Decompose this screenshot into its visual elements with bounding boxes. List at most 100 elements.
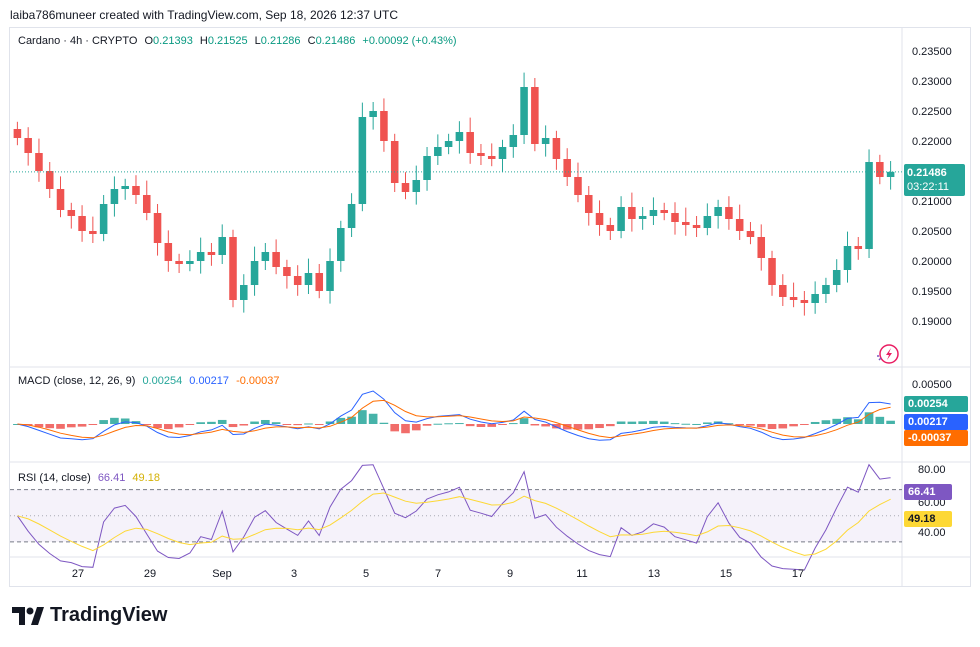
rsi-title[interactable]: RSI (14, close) bbox=[18, 472, 91, 484]
candle-body bbox=[779, 285, 787, 297]
macd-histogram-bar bbox=[347, 416, 356, 424]
candle-body bbox=[401, 183, 410, 192]
macd-histogram-bar bbox=[616, 421, 626, 424]
macd-hist-tag: 0.00254 bbox=[904, 396, 968, 412]
macd-histogram-bar bbox=[552, 424, 561, 429]
candle-body bbox=[121, 186, 129, 189]
candle-body bbox=[563, 159, 571, 177]
macd-title[interactable]: MACD (close, 12, 26, 9) bbox=[18, 375, 136, 387]
symbol-name[interactable]: Cardano · 4h · CRYPTO bbox=[18, 35, 138, 47]
macd-histogram-bar bbox=[66, 424, 76, 428]
candle-body bbox=[487, 156, 496, 159]
candle-body bbox=[412, 180, 421, 192]
candle-body bbox=[380, 111, 388, 141]
macd-histogram-bar bbox=[239, 424, 249, 426]
macd-histogram-bar bbox=[864, 412, 874, 424]
candle-body bbox=[671, 213, 679, 222]
macd-histogram-bar bbox=[498, 424, 507, 425]
macd-histogram-bar bbox=[638, 421, 647, 424]
candle-body bbox=[606, 225, 615, 231]
tradingview-logo[interactable]: TradingView bbox=[12, 604, 167, 627]
macd-histogram-bar bbox=[670, 423, 680, 425]
macd-histogram-bar bbox=[746, 424, 755, 426]
macd-histogram-bar bbox=[843, 417, 852, 424]
candle-body bbox=[229, 237, 237, 300]
macd-histogram-bar bbox=[573, 424, 583, 430]
close-label: C bbox=[307, 35, 316, 47]
chart-frame bbox=[9, 27, 971, 587]
rsi-ma-value: 49.18 bbox=[132, 472, 160, 484]
candle-body bbox=[649, 210, 658, 216]
price-axis-tick: 0.23500 bbox=[912, 46, 952, 58]
macd-histogram-bar bbox=[455, 423, 464, 425]
candle-body bbox=[283, 267, 291, 276]
macd-histogram-bar bbox=[703, 422, 712, 424]
macd-histogram-bar bbox=[411, 424, 421, 431]
macd-histogram-bar bbox=[368, 413, 378, 424]
candle-body bbox=[757, 237, 766, 258]
rsi-axis-60: 60.00 bbox=[918, 497, 946, 509]
candle-body bbox=[89, 231, 97, 234]
time-axis-tick: 15 bbox=[720, 568, 732, 580]
candle-body bbox=[261, 252, 270, 261]
candle-body bbox=[692, 225, 701, 228]
macd-histogram-bar bbox=[800, 424, 809, 425]
high-value: 0.21525 bbox=[207, 35, 248, 47]
macd-histogram-bar bbox=[304, 423, 313, 425]
rsi-ma-line bbox=[17, 492, 891, 556]
candle-body bbox=[746, 231, 755, 237]
candle-body bbox=[240, 285, 248, 300]
macd-histogram-bar bbox=[261, 419, 270, 424]
candle-body bbox=[854, 246, 863, 249]
candle-body bbox=[498, 147, 507, 159]
macd-histogram-bar bbox=[875, 416, 885, 424]
candle-body bbox=[13, 129, 22, 138]
macd-histogram-bar bbox=[767, 424, 777, 430]
candle-body bbox=[477, 153, 485, 156]
macd-histogram-bar bbox=[250, 421, 259, 424]
candle-body bbox=[660, 210, 668, 213]
macd-histogram-bar bbox=[821, 420, 831, 424]
macd-histogram-bar bbox=[756, 424, 766, 428]
macd-histogram-bar bbox=[325, 421, 335, 424]
macd-histogram-bar bbox=[120, 418, 130, 424]
macd-histogram-bar bbox=[174, 424, 184, 428]
macd-histogram-bar bbox=[271, 422, 281, 424]
candle-body bbox=[315, 273, 324, 291]
price-axis-tick: 0.23000 bbox=[912, 76, 952, 88]
macd-signal-tag: -0.00037 bbox=[904, 430, 968, 446]
price-axis-tick: 0.20500 bbox=[912, 226, 952, 238]
macd-signal-value: -0.00037 bbox=[236, 375, 280, 387]
candle-body bbox=[768, 258, 776, 285]
price-axis-tick: 0.21000 bbox=[912, 196, 952, 208]
candle-body bbox=[142, 195, 151, 213]
candle-body bbox=[832, 270, 841, 285]
macd-line-tag: 0.00217 bbox=[904, 414, 968, 430]
macd-histogram-bar bbox=[142, 424, 152, 425]
open-label: O bbox=[144, 35, 154, 47]
candle-body bbox=[326, 261, 334, 291]
macd-histogram-bar bbox=[681, 423, 691, 425]
candle-body bbox=[725, 207, 733, 219]
macd-histogram-bar bbox=[476, 424, 486, 427]
macd-histogram-bar bbox=[595, 424, 604, 429]
lightning-icon[interactable] bbox=[877, 344, 899, 364]
macd-histogram-bar bbox=[88, 424, 98, 425]
macd-histogram-bar bbox=[778, 424, 788, 429]
price-tag-countdown: 03:22:11 bbox=[907, 181, 950, 193]
price-axis-tick: 0.19500 bbox=[912, 286, 952, 298]
open-value: 0.21393 bbox=[153, 35, 193, 47]
macd-legend: MACD (close, 12, 26, 9) 0.00254 0.00217 … bbox=[18, 375, 284, 387]
candle-body bbox=[789, 297, 798, 300]
candle-body bbox=[304, 273, 313, 285]
candle-body bbox=[455, 132, 464, 141]
candle-body bbox=[24, 138, 32, 153]
symbol-legend: Cardano · 4h · CRYPTO O0.21393 H0.21525 … bbox=[18, 35, 461, 47]
time-axis-tick: 11 bbox=[576, 568, 587, 580]
chart-credit: laiba786muneer created with TradingView.… bbox=[10, 8, 399, 22]
macd-histogram-bar bbox=[56, 424, 65, 429]
macd-signal-line bbox=[17, 399, 891, 439]
candle-body bbox=[628, 207, 636, 219]
high-label: H bbox=[199, 35, 208, 47]
